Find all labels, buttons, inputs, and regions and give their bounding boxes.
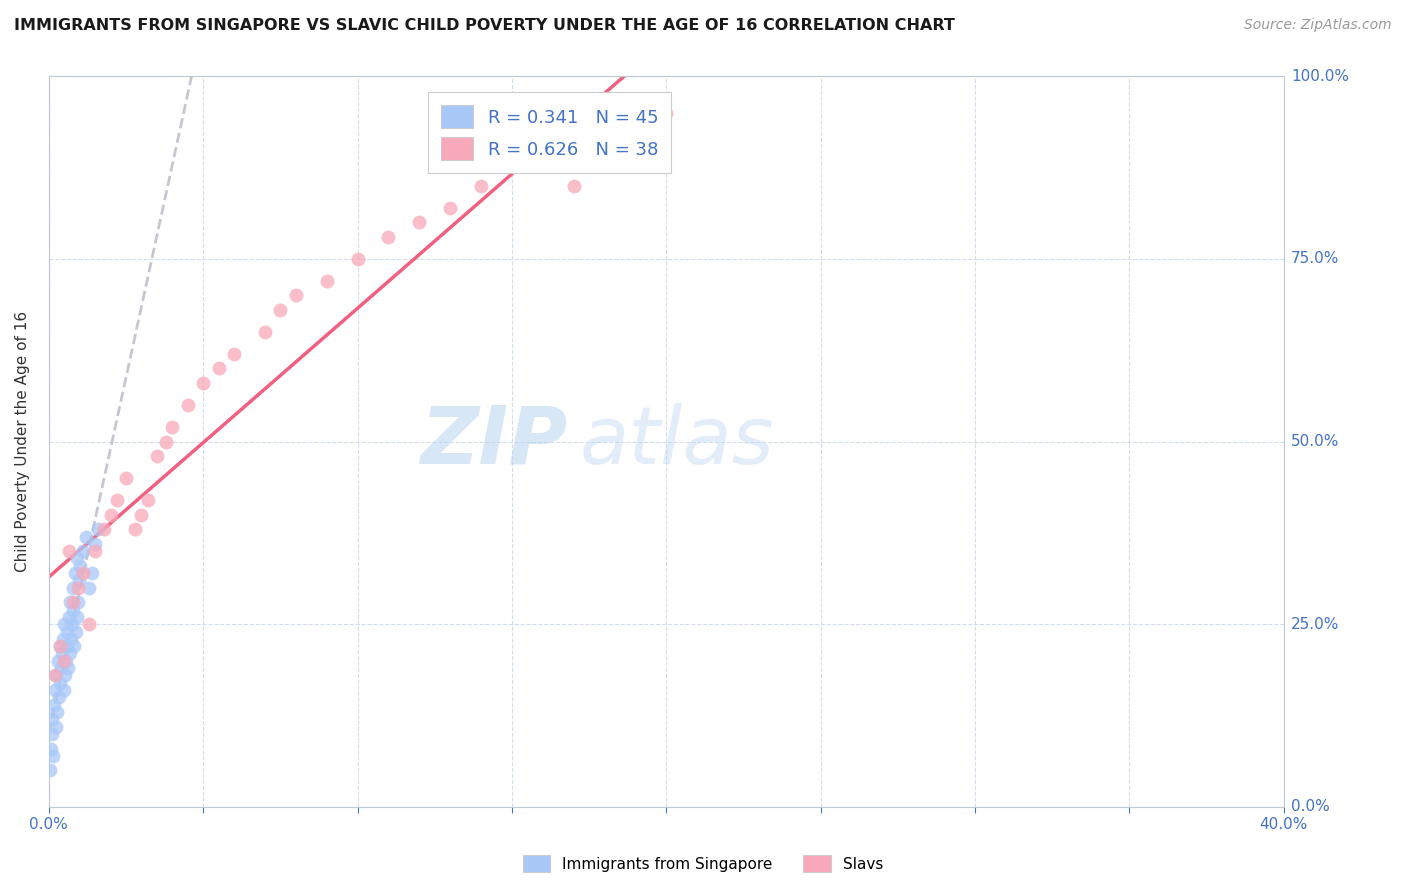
- Text: 0.0%: 0.0%: [1291, 799, 1330, 814]
- Point: [51, 647, 73, 661]
- Point: [84, 544, 107, 558]
- Point: [72, 544, 94, 558]
- Point: [67, 581, 90, 595]
- Point: [470, 178, 492, 193]
- Point: [55, 654, 77, 668]
- Point: [63, 639, 86, 653]
- Text: 25.0%: 25.0%: [1291, 616, 1339, 632]
- Point: [60, 617, 83, 632]
- Point: [191, 376, 214, 390]
- Point: [58, 610, 80, 624]
- Point: [66, 610, 89, 624]
- Point: [62, 581, 84, 595]
- Point: [67, 574, 90, 588]
- Point: [531, 142, 554, 156]
- Point: [162, 420, 184, 434]
- Text: 75.0%: 75.0%: [1291, 252, 1339, 266]
- Point: [377, 230, 399, 244]
- Point: [41, 727, 63, 741]
- Point: [56, 661, 79, 675]
- Point: [105, 493, 128, 508]
- Point: [65, 624, 87, 639]
- Point: [315, 274, 337, 288]
- Point: [56, 624, 79, 639]
- Point: [53, 668, 76, 682]
- Point: [624, 157, 647, 171]
- Point: [72, 566, 94, 580]
- Point: [222, 347, 245, 361]
- Point: [207, 361, 229, 376]
- Point: [53, 617, 76, 632]
- Point: [52, 632, 75, 646]
- Point: [59, 647, 82, 661]
- Point: [58, 544, 80, 558]
- Point: [53, 654, 76, 668]
- Point: [39, 741, 62, 756]
- Point: [46, 654, 69, 668]
- Point: [155, 434, 177, 449]
- Point: [62, 595, 84, 609]
- Point: [100, 508, 122, 522]
- Point: [253, 325, 276, 339]
- Point: [562, 178, 585, 193]
- Point: [59, 632, 82, 646]
- Point: [63, 566, 86, 580]
- Point: [84, 537, 107, 551]
- Text: Source: ZipAtlas.com: Source: ZipAtlas.com: [1244, 18, 1392, 32]
- Point: [39, 764, 62, 778]
- Point: [44, 683, 66, 698]
- Point: [131, 508, 153, 522]
- Y-axis label: Child Poverty Under the Age of 16: Child Poverty Under the Age of 16: [15, 311, 30, 572]
- Text: ZIP: ZIP: [420, 402, 568, 481]
- Text: 50.0%: 50.0%: [1291, 434, 1339, 449]
- Point: [75, 529, 97, 543]
- Point: [59, 595, 82, 609]
- Point: [77, 617, 100, 632]
- Point: [136, 493, 159, 508]
- Point: [439, 201, 461, 215]
- Point: [45, 668, 67, 682]
- Point: [593, 128, 616, 142]
- Point: [46, 705, 69, 719]
- Text: 100.0%: 100.0%: [1291, 69, 1348, 84]
- Point: [44, 668, 66, 682]
- Point: [177, 398, 200, 412]
- Point: [87, 522, 110, 536]
- Point: [62, 602, 84, 616]
- Point: [49, 675, 72, 690]
- Legend: Immigrants from Singapore, Slavs: Immigrants from Singapore, Slavs: [515, 847, 891, 880]
- Point: [655, 105, 678, 120]
- Point: [45, 720, 67, 734]
- Point: [65, 551, 87, 566]
- Legend: R = 0.341   N = 45, R = 0.626   N = 38: R = 0.341 N = 45, R = 0.626 N = 38: [429, 93, 671, 173]
- Point: [269, 302, 291, 317]
- Text: atlas: atlas: [579, 402, 775, 481]
- Point: [115, 471, 138, 485]
- Point: [42, 748, 65, 763]
- Point: [69, 558, 91, 573]
- Point: [346, 252, 368, 266]
- Point: [80, 566, 103, 580]
- Point: [124, 522, 146, 536]
- Point: [48, 639, 70, 653]
- Point: [67, 595, 90, 609]
- Point: [408, 215, 430, 229]
- Point: [284, 288, 307, 302]
- Point: [55, 639, 77, 653]
- Point: [49, 661, 72, 675]
- Point: [501, 157, 523, 171]
- Point: [77, 581, 100, 595]
- Point: [48, 690, 70, 705]
- Point: [48, 639, 70, 653]
- Point: [146, 449, 169, 463]
- Point: [52, 683, 75, 698]
- Point: [93, 522, 115, 536]
- Point: [44, 698, 66, 712]
- Point: [41, 712, 63, 726]
- Text: IMMIGRANTS FROM SINGAPORE VS SLAVIC CHILD POVERTY UNDER THE AGE OF 16 CORRELATIO: IMMIGRANTS FROM SINGAPORE VS SLAVIC CHIL…: [14, 18, 955, 33]
